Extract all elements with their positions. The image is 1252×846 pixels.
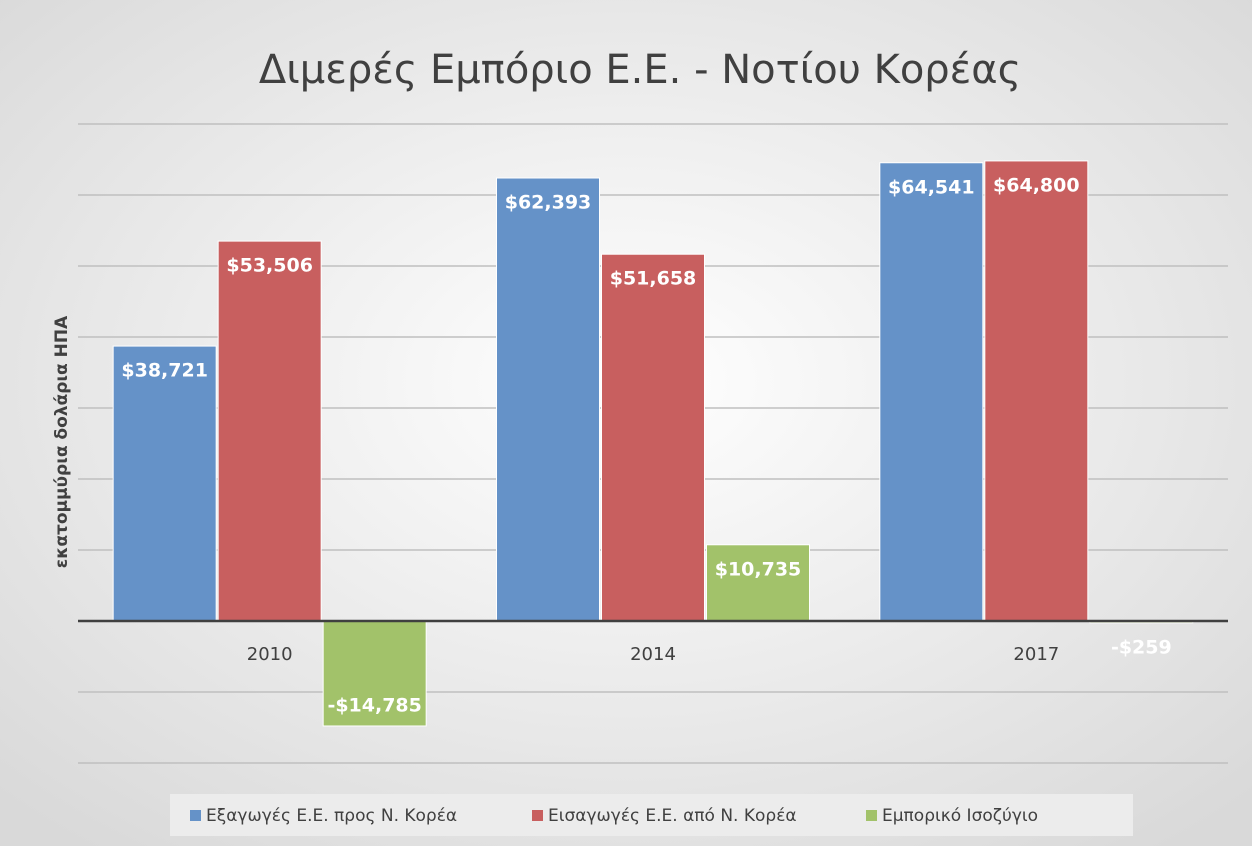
value-label: $10,735 (715, 558, 802, 580)
bar (217, 240, 322, 622)
y-axis-label: εκατομμύρια δολάρια ΗΠΑ (52, 315, 72, 568)
bar (322, 620, 427, 727)
x-tick-label: 2017 (1013, 644, 1059, 665)
bar (706, 544, 810, 622)
bar (984, 160, 1089, 622)
value-label: $38,721 (121, 360, 208, 382)
value-label: $64,800 (993, 174, 1080, 196)
value-label: $64,541 (888, 176, 975, 198)
x-tick-label: 2010 (247, 644, 293, 665)
value-label: -$14,785 (327, 694, 421, 716)
bar (496, 177, 600, 622)
bar (879, 162, 984, 622)
value-label: -$259 (1111, 637, 1172, 659)
bar (112, 345, 217, 622)
x-tick-label: 2014 (630, 644, 676, 665)
bar (601, 253, 705, 622)
value-label: $51,658 (610, 268, 697, 290)
legend (170, 794, 1133, 836)
value-label: $53,506 (226, 255, 313, 277)
chart-title: Διμερές Εμπόριο Ε.Ε. - Νοτίου Κορέας (259, 47, 1021, 93)
value-label: $62,393 (505, 192, 592, 214)
legend-label: Εμπορικό Ισοζύγιο (882, 806, 1038, 826)
legend-swatch (866, 810, 877, 821)
legend-label: Εισαγωγές Ε.Ε. από Ν. Κορέα (548, 806, 797, 826)
legend-label: Εξαγωγές Ε.Ε. προς Ν. Κορέα (206, 806, 457, 826)
legend-swatch (532, 810, 543, 821)
legend-swatch (190, 810, 201, 821)
